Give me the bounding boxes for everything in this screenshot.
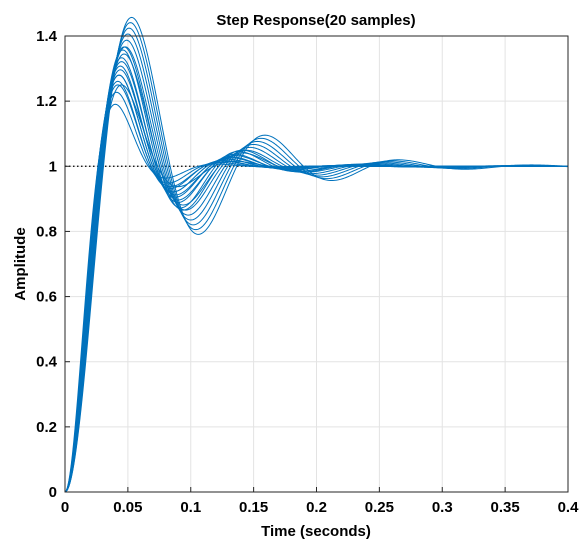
x-tick-label: 0 [61, 499, 69, 516]
chart-title: Step Response(20 samples) [216, 12, 415, 29]
x-tick-label: 0.3 [432, 499, 453, 516]
x-tick-label: 0.2 [306, 499, 327, 516]
step-response-series-20 [64, 84, 568, 493]
y-tick-label: 0.2 [36, 419, 57, 436]
x-tick-label: 0.35 [491, 499, 520, 516]
y-tick-label: 0.4 [36, 354, 58, 371]
y-tick-label: 1.4 [36, 28, 58, 45]
y-axis-label: Amplitude [12, 227, 29, 300]
y-tick-label: 1.2 [36, 93, 57, 110]
y-tick-label: 0.6 [36, 289, 57, 306]
x-tick-label: 0.05 [113, 499, 142, 516]
x-ticks: 0 0.05 0.1 0.15 0.2 0.25 0.3 0.35 0.4 [61, 487, 579, 516]
series-group [64, 16, 569, 493]
x-axis-label: Time (seconds) [261, 523, 371, 540]
y-tick-label: 1 [49, 158, 57, 175]
y-tick-label: 0.8 [36, 223, 57, 240]
step-response-series-19 [64, 16, 569, 493]
x-tick-label: 0.1 [180, 499, 201, 516]
y-ticks: 0 0.2 0.4 0.6 0.8 1 1.2 1.4 [36, 28, 70, 501]
x-tick-label: 0.4 [558, 499, 580, 516]
y-tick-label: 0 [49, 484, 57, 501]
step-response-series-18 [64, 22, 569, 493]
x-tick-label: 0.15 [239, 499, 268, 516]
x-tick-label: 0.25 [365, 499, 394, 516]
